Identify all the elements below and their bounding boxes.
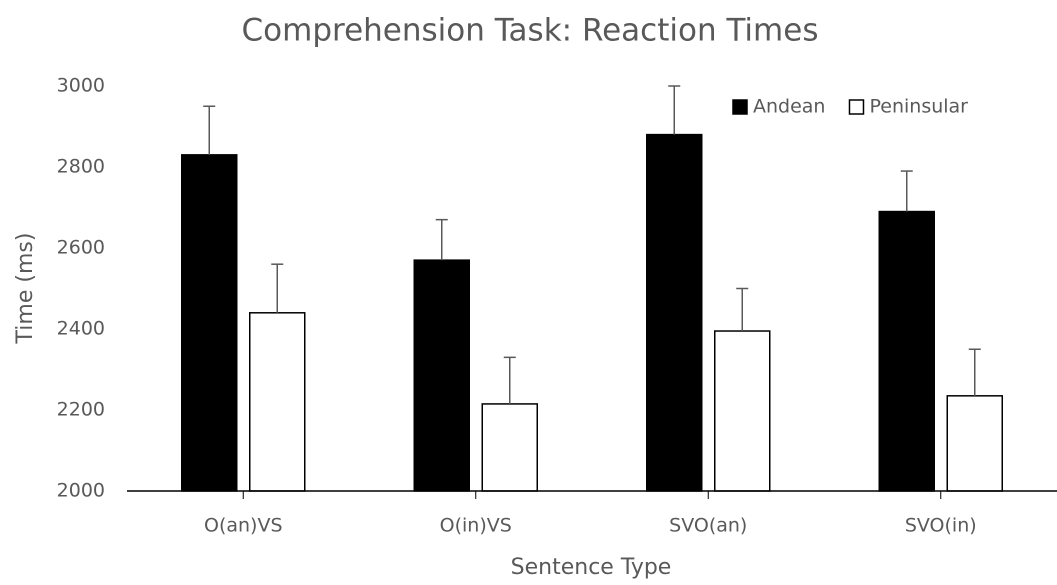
bar: [249, 312, 306, 492]
x-tick-label: SVO(an): [669, 515, 747, 537]
legend-swatch: [848, 99, 865, 115]
x-tick-label: O(in)VS: [440, 515, 512, 537]
chart-title: Comprehension Task: Reaction Times: [242, 13, 819, 49]
bar: [946, 395, 1003, 492]
x-axis-label: Sentence Type: [511, 555, 672, 580]
y-tick-label: 2400: [57, 318, 105, 340]
bar: [646, 133, 703, 492]
y-axis-label: Time (ms): [13, 233, 38, 345]
bar: [413, 259, 470, 492]
bar: [878, 210, 935, 492]
bar: [181, 154, 238, 492]
y-tick-label: 2000: [57, 480, 105, 502]
legend-swatch: [732, 99, 748, 115]
bar: [714, 330, 771, 492]
x-tick-label: O(an)VS: [204, 515, 283, 537]
legend-label: Andean: [753, 96, 825, 118]
bar: [481, 403, 538, 492]
y-tick-label: 2600: [57, 237, 105, 259]
y-tick-label: 3000: [57, 75, 105, 97]
y-tick-label: 2200: [57, 399, 105, 421]
legend-label: Peninsular: [869, 96, 968, 118]
x-tick-label: SVO(in): [905, 515, 977, 537]
y-tick-label: 2800: [57, 156, 105, 178]
